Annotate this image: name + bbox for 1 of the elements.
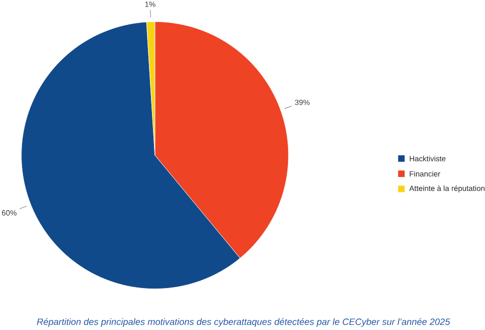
text: Répartition des principales motivations des cyberattaques détectées par le CECyber sur l’année 2025 <box>36 318 450 327</box>
